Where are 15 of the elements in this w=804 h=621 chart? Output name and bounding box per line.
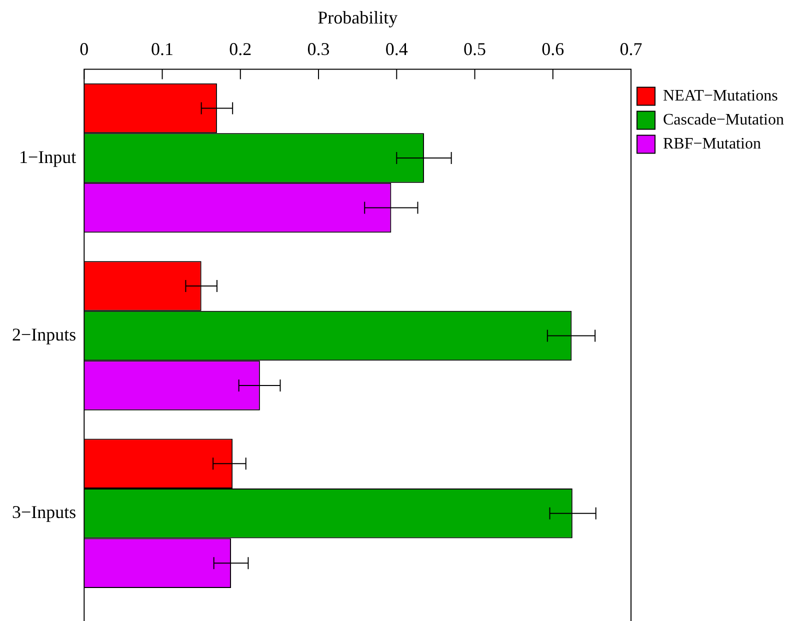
legend-label: Cascade−Mutation bbox=[663, 111, 784, 128]
x-tick-label: 0.3 bbox=[307, 39, 330, 60]
y-tick-label: 3−Inputs bbox=[12, 502, 76, 522]
legend-label: NEAT−Mutations bbox=[663, 87, 778, 104]
x-tick-label: 0.1 bbox=[151, 39, 174, 60]
x-tick-label: 0.6 bbox=[542, 39, 564, 60]
y-tick-label: 2−Inputs bbox=[12, 324, 76, 344]
x-axis-title: Probability bbox=[318, 8, 398, 28]
y-tick-label: 1−Input bbox=[18, 146, 76, 167]
x-tick-label: 0.4 bbox=[385, 39, 408, 60]
x-tick-label: 0.7 bbox=[620, 39, 642, 60]
x-tick-label: 0.5 bbox=[464, 39, 486, 60]
legend-label: RBF−Mutation bbox=[663, 135, 761, 152]
x-tick-label: 0.2 bbox=[229, 39, 252, 60]
x-tick-label: 0 bbox=[80, 39, 89, 60]
